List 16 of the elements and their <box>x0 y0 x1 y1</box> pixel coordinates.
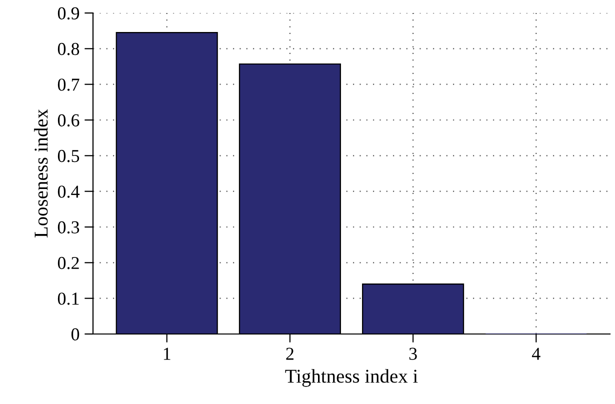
x-tick-label: 3 <box>409 348 417 360</box>
x-axis-title: Tightness index i <box>285 369 418 387</box>
y-tick-label: 0.6 <box>58 114 80 127</box>
y-tick-label: 0.9 <box>58 7 80 20</box>
y-tick-label: 0.8 <box>58 42 80 56</box>
y-tick-label: 0.4 <box>58 186 80 198</box>
y-tick-label: 0.2 <box>58 256 79 270</box>
y-tick-label: 0 <box>71 328 80 340</box>
y-tick-label: 0.5 <box>58 150 80 162</box>
y-tick-label: 0.7 <box>58 78 80 91</box>
x-tick-label: 1 <box>164 348 170 360</box>
y-axis-title: Looseness index <box>34 109 48 238</box>
y-tick-label: 0.3 <box>58 221 80 234</box>
y-tick-label: 0.1 <box>58 292 79 305</box>
x-tick-label: 4 <box>532 348 540 360</box>
x-tick-label: 2 <box>286 348 294 360</box>
